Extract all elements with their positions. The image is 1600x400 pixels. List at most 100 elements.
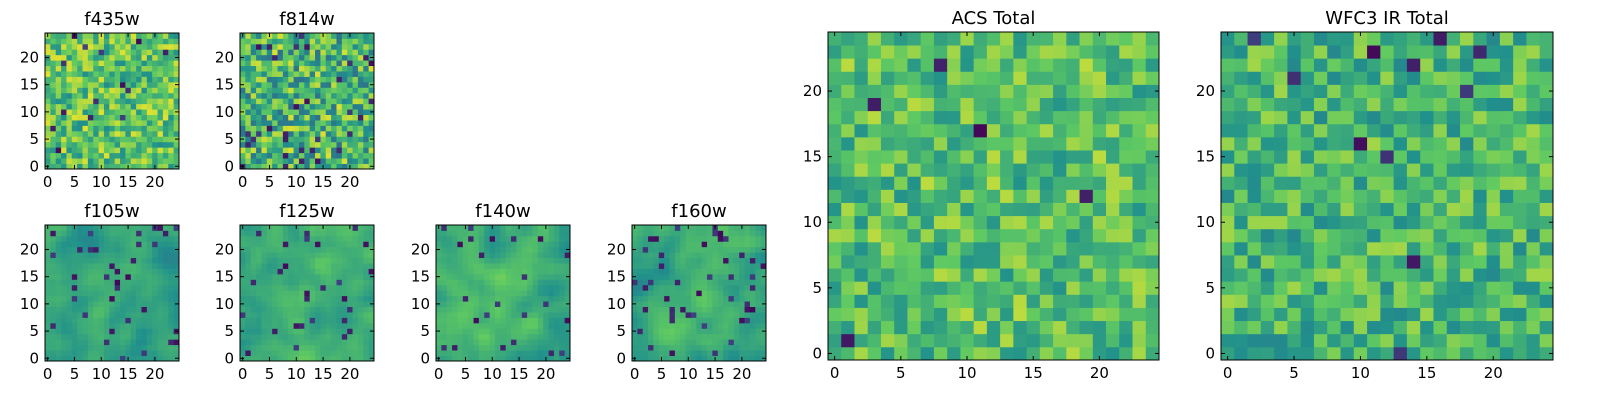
heatmap-cell (298, 120, 305, 126)
heatmap-cell (1327, 294, 1341, 308)
heatmap-cell (125, 109, 132, 115)
heatmap-cell (352, 246, 359, 253)
heatmap-cell (309, 60, 316, 67)
heatmap-cell (973, 84, 988, 98)
heatmap-cell (854, 346, 869, 361)
heatmap-cell (559, 312, 566, 318)
heatmap-cell (986, 228, 1001, 243)
heatmap-cell (109, 71, 116, 77)
heatmap-cell (1313, 268, 1328, 282)
heatmap-cell (130, 355, 137, 362)
heatmap-cell (1106, 346, 1120, 361)
heatmap-cell (162, 246, 169, 253)
heatmap-cell (162, 125, 169, 132)
heatmap-cell (564, 279, 571, 286)
heatmap-cell (1079, 84, 1094, 98)
plot-frame (435, 224, 571, 362)
heatmap-cell (331, 295, 337, 302)
heatmap-cell (320, 230, 327, 237)
heatmap-cell (66, 317, 73, 324)
heatmap-cell (733, 279, 740, 286)
heatmap-cell (125, 38, 132, 45)
heatmap-cell (548, 328, 555, 335)
heatmap-cell (632, 235, 638, 242)
heatmap-cell (532, 273, 539, 280)
heatmap-cell (1026, 215, 1041, 230)
heatmap-cell (760, 290, 767, 297)
x-tick-label: 10 (92, 173, 111, 191)
heatmap-cell (511, 344, 517, 351)
heatmap-cell (114, 257, 121, 264)
heatmap-cell (446, 241, 453, 248)
heatmap-cell (1473, 202, 1487, 217)
heatmap-cell (325, 333, 332, 340)
heatmap-cell (1132, 32, 1147, 46)
heatmap-cell (664, 350, 670, 356)
heatmap-cell (125, 71, 132, 77)
heatmap-cell (157, 301, 164, 307)
heatmap-cell (157, 322, 164, 329)
heatmap-cell (1327, 281, 1341, 295)
heatmap-cell (168, 76, 175, 83)
heatmap-cell (136, 235, 142, 242)
heatmap-cell (723, 339, 729, 346)
heatmap-cell (331, 355, 337, 362)
heatmap-cell (489, 317, 496, 324)
heatmap-cell (468, 246, 474, 253)
heatmap-cell (50, 130, 57, 137)
heatmap-cell (690, 312, 697, 318)
heatmap-cell (71, 273, 78, 280)
heatmap-cell (256, 241, 262, 248)
heatmap-cell (245, 322, 252, 329)
heatmap-cell (98, 235, 105, 242)
heatmap-cell (516, 230, 523, 237)
heatmap-cell (653, 235, 660, 242)
heatmap-cell (256, 322, 262, 329)
heatmap-cell (648, 306, 654, 313)
heatmap-cell (357, 301, 364, 307)
heatmap-cell (1247, 241, 1262, 256)
heatmap-cell (352, 350, 359, 356)
heatmap-cell (146, 76, 153, 83)
heatmap-cell (320, 339, 327, 346)
heatmap-cell (728, 268, 735, 275)
heatmap-cell (669, 284, 676, 291)
heatmap-cell (755, 312, 762, 318)
heatmap-cell (744, 290, 751, 297)
heatmap-cell (130, 252, 137, 259)
heatmap-cell (1132, 255, 1147, 269)
heatmap-cell (325, 241, 332, 248)
heatmap-cell (1092, 228, 1107, 243)
heatmap-cell (973, 58, 988, 72)
heatmap-cell (511, 295, 517, 302)
heatmap-cell (136, 141, 142, 148)
heatmap-cell (55, 92, 62, 99)
heatmap-cell (1539, 320, 1554, 335)
heatmap-cell (478, 257, 485, 264)
heatmap-cell (973, 215, 988, 230)
heatmap-cell (245, 252, 252, 259)
heatmap-cell (1106, 320, 1120, 335)
heatmap-cell (468, 312, 474, 318)
heatmap-cell (680, 344, 686, 351)
heatmap-cell (256, 273, 262, 280)
heatmap-cell (141, 81, 148, 88)
heatmap-cell (87, 339, 94, 346)
heatmap-cell (256, 49, 262, 56)
heatmap-cell (933, 346, 948, 361)
heatmap-cell (109, 273, 116, 280)
heatmap-cell (701, 350, 708, 356)
heatmap-cell (653, 241, 660, 248)
heatmap-cell (1327, 215, 1341, 230)
heatmap-cell (749, 339, 756, 346)
heatmap-cell (712, 306, 719, 313)
heatmap-cell (146, 257, 153, 264)
heatmap-cell (1393, 333, 1408, 348)
heatmap-cell (933, 123, 948, 138)
heatmap-cell (648, 263, 654, 269)
heatmap-cell (1234, 281, 1248, 295)
heatmap-cell (1513, 307, 1527, 322)
heatmap-cell (1132, 215, 1147, 230)
heatmap-cell (1353, 176, 1368, 190)
heatmap-cell (1026, 320, 1041, 335)
